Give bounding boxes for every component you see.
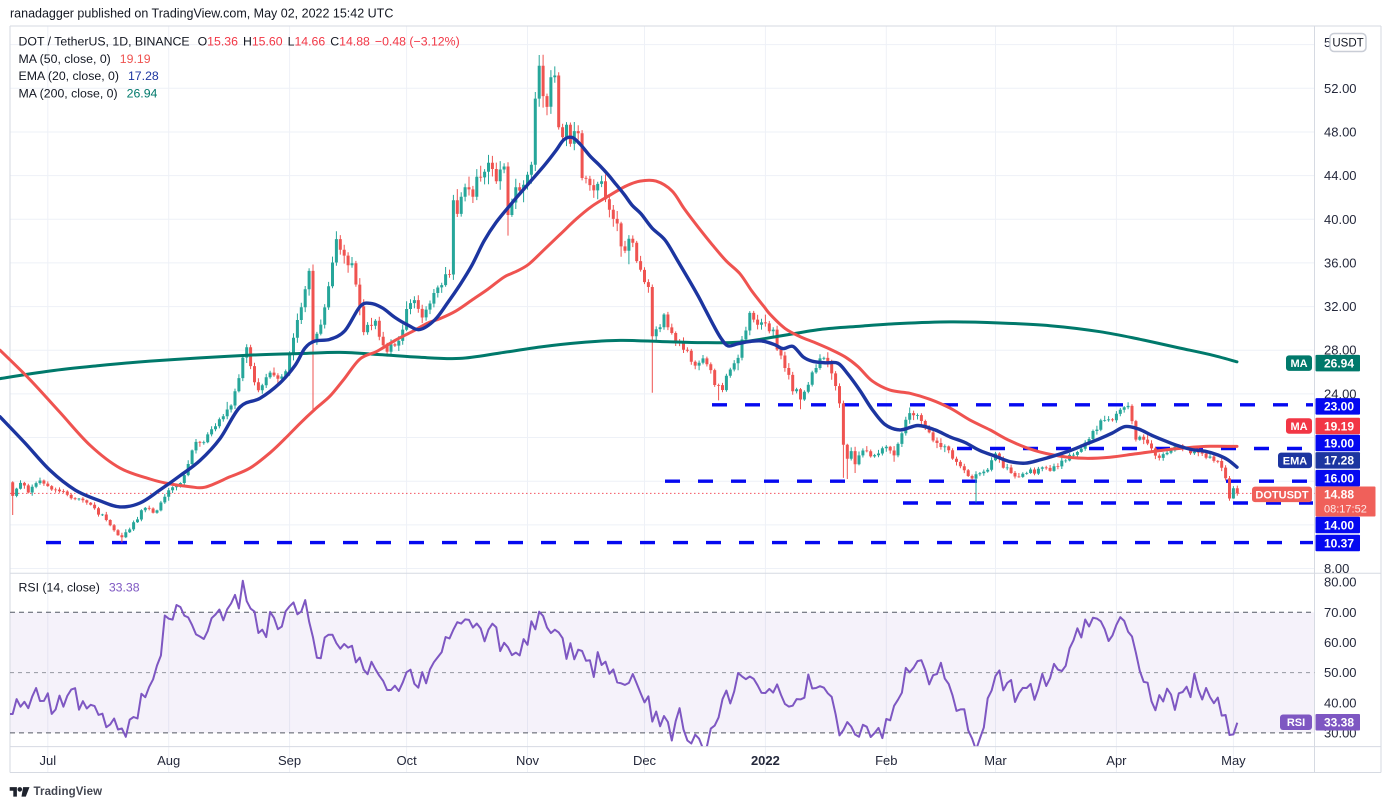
svg-text:80.00: 80.00 xyxy=(1324,575,1357,590)
svg-text:RSI: RSI xyxy=(1287,717,1305,729)
svg-text:08:17:52: 08:17:52 xyxy=(1324,504,1367,516)
svg-text:May: May xyxy=(1221,753,1246,768)
svg-text:26.94: 26.94 xyxy=(1324,357,1354,371)
svg-text:23.00: 23.00 xyxy=(1324,400,1354,414)
svg-text:USDT: USDT xyxy=(1332,38,1363,50)
svg-text:MA: MA xyxy=(1290,421,1307,433)
svg-text:2022: 2022 xyxy=(751,753,780,768)
svg-text:MA (200, close, 0)26.94: MA (200, close, 0) 26.94 xyxy=(19,86,158,100)
svg-text:44.00: 44.00 xyxy=(1324,168,1357,183)
svg-text:TradingView: TradingView xyxy=(34,786,103,798)
svg-text:8.00: 8.00 xyxy=(1324,561,1349,576)
svg-text:MA (50, close, 0)19.19: MA (50, close, 0) 19.19 xyxy=(19,52,151,66)
svg-text:60.00: 60.00 xyxy=(1324,635,1357,650)
svg-text:16.00: 16.00 xyxy=(1324,472,1354,486)
svg-text:Apr: Apr xyxy=(1106,753,1127,768)
svg-text:RSI (14, close)33.38: RSI (14, close) 33.38 xyxy=(19,581,140,595)
svg-text:Nov: Nov xyxy=(516,753,540,768)
svg-text:19.00: 19.00 xyxy=(1324,436,1354,450)
svg-text:DOTUSDT: DOTUSDT xyxy=(1255,489,1308,501)
svg-text:EMA (20, close, 0)17.28: EMA (20, close, 0) 17.28 xyxy=(19,69,159,83)
svg-text:48.00: 48.00 xyxy=(1324,125,1357,140)
svg-text:17.28: 17.28 xyxy=(1324,454,1354,468)
svg-text:32.00: 32.00 xyxy=(1324,299,1357,314)
svg-text:36.00: 36.00 xyxy=(1324,255,1357,270)
svg-text:24.00: 24.00 xyxy=(1324,386,1357,401)
svg-text:ranadagger published on Tradin: ranadagger published on TradingView.com,… xyxy=(10,7,393,21)
svg-text:14.00: 14.00 xyxy=(1324,518,1354,532)
svg-text:19.19: 19.19 xyxy=(1324,419,1354,433)
svg-text:Feb: Feb xyxy=(875,753,897,768)
svg-text:28.00: 28.00 xyxy=(1324,343,1357,358)
svg-text:MA: MA xyxy=(1290,358,1307,370)
svg-text:Sep: Sep xyxy=(278,753,301,768)
svg-text:40.00: 40.00 xyxy=(1324,212,1357,227)
svg-text:Dec: Dec xyxy=(633,753,657,768)
svg-text:40.00: 40.00 xyxy=(1324,695,1357,710)
svg-text:Mar: Mar xyxy=(984,753,1007,768)
svg-text:10.37: 10.37 xyxy=(1324,536,1354,550)
svg-text:70.00: 70.00 xyxy=(1324,605,1357,620)
svg-text:5: 5 xyxy=(1324,35,1331,50)
svg-text:Aug: Aug xyxy=(157,753,180,768)
svg-text:50.00: 50.00 xyxy=(1324,665,1357,680)
svg-text:EMA: EMA xyxy=(1283,455,1308,467)
svg-text:52.00: 52.00 xyxy=(1324,81,1357,96)
svg-text:33.38: 33.38 xyxy=(1324,716,1354,730)
svg-text:Jul: Jul xyxy=(39,753,56,768)
svg-text:Oct: Oct xyxy=(396,753,417,768)
svg-text:14.88: 14.88 xyxy=(1324,488,1354,502)
